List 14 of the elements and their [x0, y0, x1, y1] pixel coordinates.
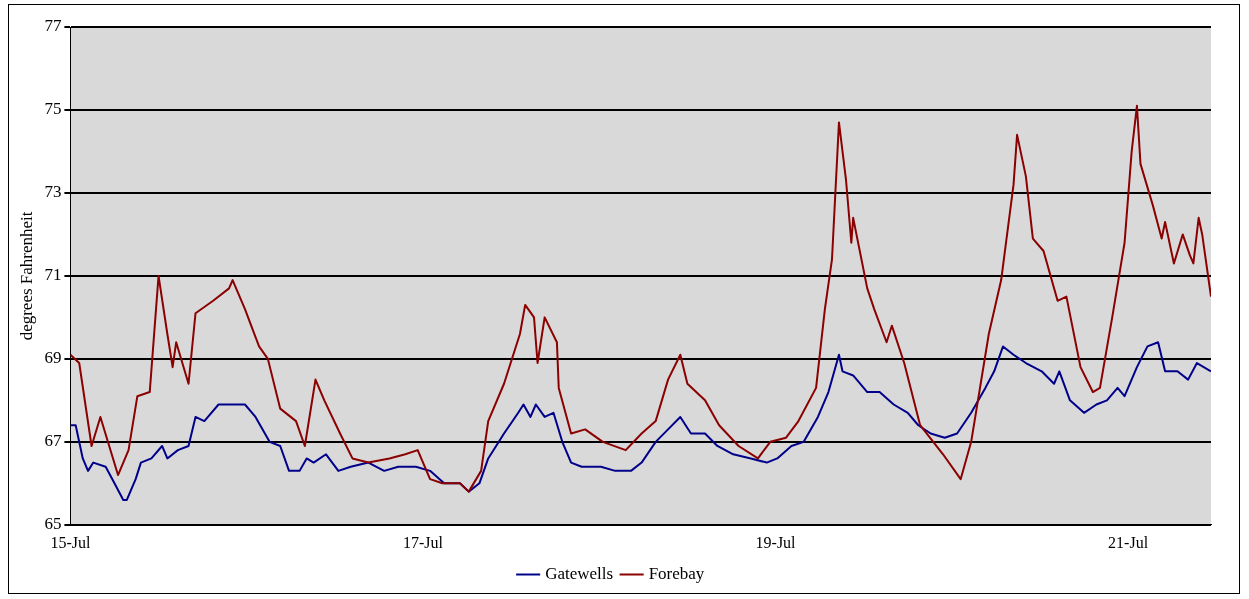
- y-tick-label: 65: [44, 514, 62, 534]
- y-tick-label: 75: [44, 99, 62, 119]
- x-tick-label: 21-Jul: [1108, 533, 1149, 551]
- x-tick-label: 19-Jul: [755, 533, 797, 551]
- y-tick-label: 77: [44, 16, 62, 36]
- x-tick-label: 17-Jul: [402, 533, 444, 551]
- legend-label: Gatewells: [545, 563, 614, 583]
- y-tick-label: 67: [44, 431, 62, 451]
- y-tick-label: 71: [44, 265, 62, 285]
- y-tick-label: 73: [44, 182, 62, 202]
- y-tick-label: 69: [44, 348, 62, 368]
- legend-label: Forebay: [648, 563, 705, 583]
- y-axis-title: degrees Fahrenheit: [16, 211, 36, 341]
- x-tick-label: 15-Jul: [50, 533, 91, 551]
